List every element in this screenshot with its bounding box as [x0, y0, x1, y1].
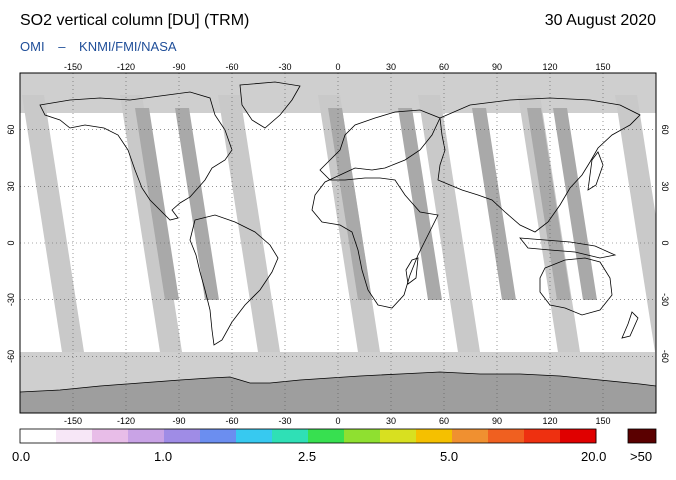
colorbar-max-label: >50: [630, 449, 653, 464]
colorbar-segment-6: [236, 429, 273, 443]
greenland-coast: [239, 81, 301, 129]
lat-tick-left-1: 30: [6, 181, 16, 191]
colorbar-segment-14: [524, 429, 561, 443]
orbit-swath-4: [472, 108, 516, 300]
lon-tick-top-3: -60: [225, 62, 238, 72]
lat-tick-left-2: 0: [6, 240, 16, 245]
colorbar-frame: [19, 428, 597, 444]
colorbar-label-0: 0.0: [12, 449, 31, 464]
map-frame: [19, 72, 657, 414]
indonesia-coast: [519, 237, 617, 259]
colorbar-segment-12: [452, 429, 489, 443]
lon-tick-bottom-9: 120: [542, 416, 557, 426]
orbit-gap-4: [418, 95, 480, 352]
lat-ticks-left: 60 30 0 -30 -60: [6, 125, 16, 363]
colorbar-segment-1: [56, 429, 93, 443]
colorbar-segment-7: [272, 429, 309, 443]
credit-institutions: KNMI/FMI/NASA: [79, 39, 177, 54]
colorbar-segment-2: [92, 429, 129, 443]
colorbar-segment-13: [488, 429, 525, 443]
colorbar: [20, 429, 597, 443]
lat-ticks-right: 60 30 0 -30 -60: [660, 125, 670, 363]
colorbar-label-1: 1.0: [154, 449, 173, 464]
antarctica: [20, 371, 656, 413]
orbit-gap-6: [615, 95, 656, 352]
lon-tick-bottom-0: -150: [64, 416, 82, 426]
colorbar-segment-8: [308, 429, 345, 443]
lon-tick-bottom-5: 0: [335, 416, 340, 426]
lon-tick-bottom-2: -90: [172, 416, 185, 426]
lon-tick-top-5: 0: [335, 62, 340, 72]
lon-tick-bottom-1: -120: [117, 416, 135, 426]
colorbar-label-3: 5.0: [440, 449, 459, 464]
credit-separator: –: [58, 39, 66, 54]
orbit-swaths-dark: [135, 108, 597, 300]
credit-instrument: OMI: [20, 39, 45, 54]
lon-ticks-top: -150 -120 -90 -60 -30 0 30 60 90 120 150: [64, 62, 611, 72]
lon-tick-top-9: 120: [542, 62, 557, 72]
lat-tick-right-4: -60: [660, 350, 670, 363]
lat-tick-left-0: 60: [6, 125, 16, 135]
orbit-swath-0: [135, 108, 179, 300]
lon-tick-top-7: 60: [439, 62, 449, 72]
japan-coast: [587, 151, 604, 191]
orbit-swath-3: [398, 108, 442, 300]
colorbar-segment-11: [416, 429, 453, 443]
lon-tick-bottom-10: 150: [595, 416, 610, 426]
orbit-swath-2: [328, 108, 372, 300]
australia-coast: [539, 257, 613, 316]
lon-tick-top-0: -150: [64, 62, 82, 72]
lat-tick-right-2: 0: [660, 240, 670, 245]
map-date: 30 August 2020: [544, 12, 656, 29]
lon-tick-top-6: 30: [386, 62, 396, 72]
asia-coast: [437, 97, 641, 233]
lat-tick-left-4: -60: [6, 350, 16, 363]
map-title: SO2 vertical column [DU] (TRM): [20, 12, 250, 29]
lon-tick-top-4: -30: [278, 62, 291, 72]
credit-line: OMI – KNMI/FMI/NASA: [20, 39, 187, 54]
lon-tick-top-1: -120: [117, 62, 135, 72]
lat-tick-right-1: 30: [660, 181, 670, 191]
colorbar-segment-4: [164, 429, 201, 443]
colorbar-segment-9: [344, 429, 381, 443]
colorbar-max-box: [627, 428, 657, 444]
lat-tick-left-3: -30: [6, 293, 16, 306]
lon-tick-bottom-4: -30: [278, 416, 291, 426]
lon-ticks-bottom: -150 -120 -90 -60 -30 0 30 60 90 120 150: [64, 416, 611, 426]
lon-tick-top-2: -90: [172, 62, 185, 72]
orbit-gap-2: [218, 95, 280, 352]
lon-tick-bottom-3: -60: [225, 416, 238, 426]
colorbar-segment-0: [20, 429, 57, 443]
lat-tick-right-3: -30: [660, 293, 670, 306]
lon-tick-bottom-6: 30: [386, 416, 396, 426]
coastlines: [39, 81, 641, 346]
colorbar-label-4: 20.0: [581, 449, 607, 464]
orbit-gap-0: [22, 95, 84, 352]
lon-tick-top-8: 90: [492, 62, 502, 72]
colorbar-segment-3: [128, 429, 165, 443]
colorbar-segment-15: [560, 429, 597, 443]
lon-tick-top-10: 150: [595, 62, 610, 72]
lon-tick-bottom-8: 90: [492, 416, 502, 426]
colorbar-segment-10: [380, 429, 417, 443]
orbit-swath-6: [553, 108, 597, 300]
graticule: [20, 73, 656, 413]
europe-africa-coast: [311, 109, 441, 309]
north-america-coast: [39, 91, 233, 221]
lon-tick-bottom-7: 60: [439, 416, 449, 426]
madagascar-coast: [405, 257, 419, 285]
colorbar-segment-5: [200, 429, 237, 443]
orbit-swath-5: [527, 108, 571, 300]
lat-tick-right-0: 60: [660, 125, 670, 135]
new-zealand-coast: [621, 311, 639, 339]
orbit-swath-1: [175, 108, 219, 300]
colorbar-label-2: 2.5: [298, 449, 317, 464]
